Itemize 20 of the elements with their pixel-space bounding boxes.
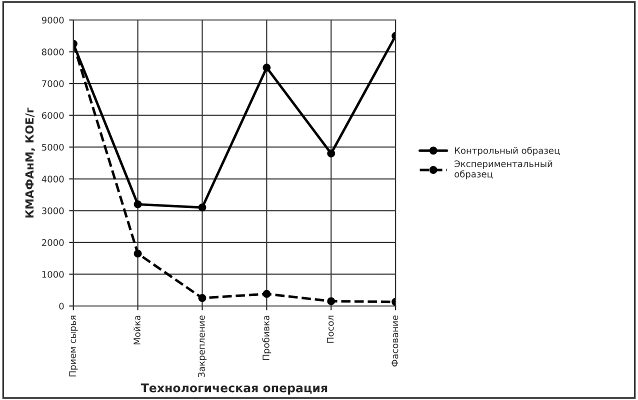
y-tick-label: 4000 (42, 176, 64, 182)
legend-label: Экспериментальный образец (454, 160, 552, 180)
y-tick-label: 9000 (42, 16, 64, 24)
y-tick-label: 6000 (42, 112, 64, 119)
y-tick-label: 5000 (42, 144, 64, 151)
x-tick-label: Мойка (133, 316, 140, 344)
y-tick-label: 2000 (42, 239, 64, 246)
x-tick-label: Прием сырья (69, 316, 78, 376)
y-tick-label: 7000 (42, 80, 64, 88)
x-tick-label: Пробивка (262, 316, 272, 360)
y-axis-title: КМАФАнМ, КОЕ/г (25, 108, 36, 218)
legend-label: Контрольный образец (454, 146, 560, 156)
x-axis-title: Технологическая операция (140, 384, 328, 395)
y-tick-label: 1000 (42, 270, 64, 278)
y-tick-label: 0 (59, 302, 64, 310)
x-tick-label: Фасование (391, 316, 398, 366)
x-tick-label: Закрепление (198, 316, 207, 378)
y-tick-label: 3000 (42, 207, 64, 214)
y-tick-label: 8000 (42, 48, 64, 56)
x-tick-label: Посол (327, 316, 334, 343)
